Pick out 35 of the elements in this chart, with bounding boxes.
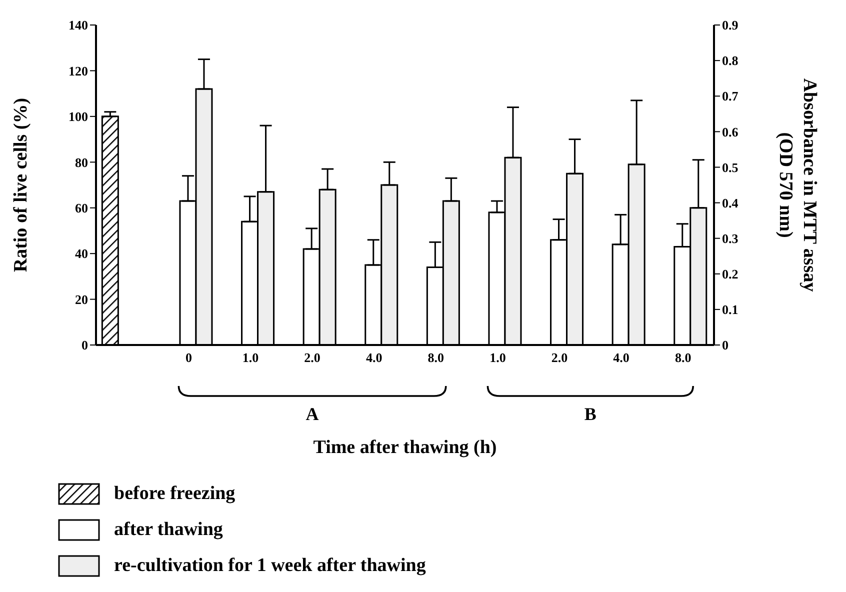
legend-label: re-cultivation for 1 week after thawing (114, 555, 426, 577)
x-tick-label: 2.0 (304, 350, 320, 366)
x-tick-label: 8.0 (428, 350, 444, 366)
y2-tick-label: 0.3 (722, 230, 739, 246)
y-tick-label: 140 (68, 18, 88, 33)
y2-tick-label: 0 (722, 338, 728, 353)
x-tick-label: 8.0 (674, 350, 692, 366)
x-tick-label: 1.0 (490, 350, 506, 366)
x-tick-label: 1.0 (242, 350, 259, 366)
y-tick-label: 40 (75, 246, 88, 262)
y2-tick-label: 0.7 (722, 88, 739, 104)
y-tick-label: 0 (82, 338, 88, 353)
y2-tick-label: 0.2 (722, 266, 738, 282)
y-tick-label: 20 (75, 292, 88, 307)
y-tick-label: 80 (75, 154, 88, 170)
legend-label: after thawing (114, 519, 223, 541)
text: A (306, 404, 319, 424)
y2-tick-label: 0.4 (722, 195, 739, 210)
y2-tick-label: 0.9 (722, 18, 739, 33)
x-axis-title: Time after thawing (h) (313, 437, 497, 458)
x-tick-label: 2.0 (551, 350, 568, 366)
legend-label: before freezing (114, 483, 236, 505)
y2-tick-label: 0.6 (722, 124, 739, 140)
x-tick-label: 4.0 (366, 350, 382, 366)
x-tick-label: 0 (185, 350, 192, 366)
y-tick-label: 60 (75, 200, 88, 216)
y2-tick-label: 0.1 (722, 302, 738, 318)
y-tick-label: 120 (68, 63, 88, 78)
y-axis-title: Ratio of live cells (%) (10, 98, 32, 272)
y2-axis-title: Absorbance in MTT assay (OD 570 nm) (775, 78, 820, 292)
text: B (584, 404, 596, 424)
y2-tick-label: 0.5 (722, 160, 739, 175)
x-tick-label: 4.0 (613, 350, 630, 366)
y-tick-label: 100 (68, 109, 88, 124)
y2-tick-label: 0.8 (722, 53, 739, 68)
